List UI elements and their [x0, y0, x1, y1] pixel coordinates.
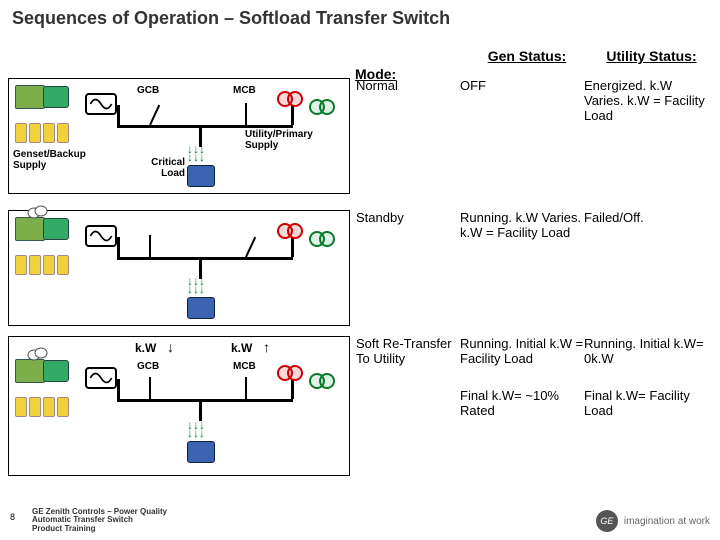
- gcb-breaker-icon: [145, 103, 155, 125]
- utility-xfmr-icon: [277, 217, 305, 245]
- load-icon: [187, 165, 215, 187]
- mcb-label: MCB: [233, 361, 256, 372]
- utility-xfmr-icon: [277, 85, 305, 113]
- kw-right-label: k.W: [231, 341, 252, 355]
- footer-line3: Product Training: [32, 525, 167, 534]
- load-icon: [187, 441, 215, 463]
- mode-standby: Standby: [356, 210, 460, 326]
- ge-monogram-icon: GE: [596, 510, 618, 532]
- mcb-breaker-icon: [241, 103, 251, 125]
- header-mode: Mode:: [355, 48, 463, 82]
- mcb-label: MCB: [233, 85, 256, 96]
- gen-source-icon: [85, 225, 117, 247]
- fuel-tanks-icon: [15, 397, 69, 417]
- mode-retransfer: Soft Re-Transfer To Utility: [356, 336, 460, 366]
- header-gen-status: Gen Status:: [463, 48, 591, 82]
- fuel-tanks-icon: [15, 123, 69, 143]
- utility-status-retransfer-1: Running. Initial k.W= 0k.W: [584, 336, 712, 366]
- kw-left-arrow-icon: ↓: [167, 339, 174, 355]
- gcb-breaker-icon: [145, 377, 155, 399]
- load-arrows-icon: ↓↓↓↓↓↓: [187, 277, 205, 293]
- row-retransfer: k.W ↓ k.W ↑ GCB MCB ↓↓↓↓↓↓ Soft Re-Trans…: [8, 336, 712, 482]
- mode-normal: Normal: [356, 78, 460, 198]
- mcb-breaker-icon: [241, 377, 251, 399]
- exhaust-cloud-icon: [27, 347, 49, 361]
- kw-right-arrow-icon: ↑: [263, 339, 270, 355]
- load-icon: [187, 297, 215, 319]
- gen-source-icon: [85, 93, 117, 115]
- row-normal: Genset/Backup Supply GCB MCB Utility/Pri…: [8, 78, 712, 198]
- gen-status-retransfer-1: Running. Initial k.W = Facility Load: [460, 336, 584, 366]
- gen-status-standby: Running. k.W Varies. k.W = Facility Load: [460, 210, 584, 326]
- diagram-normal: Genset/Backup Supply GCB MCB Utility/Pri…: [8, 78, 350, 194]
- utility-label: Utility/Primary Supply: [245, 129, 345, 151]
- utility-status-standby: Failed/Off.: [584, 210, 712, 326]
- genset-icon: [15, 217, 79, 253]
- row-standby: ↓↓↓↓↓↓ Standby Running. k.W Varies. k.W …: [8, 210, 712, 326]
- header-utility-status: Utility Status:: [591, 48, 712, 82]
- genset-label: Genset/Backup Supply: [13, 149, 79, 171]
- gen-source-icon: [85, 367, 117, 389]
- load-arrows-icon: ↓↓↓↓↓↓: [187, 145, 205, 161]
- utility-xfmr-icon: [277, 359, 305, 387]
- utility-xfmr2-icon: [309, 225, 337, 253]
- utility-status-retransfer-2: Final k.W= Facility Load: [584, 388, 712, 418]
- ge-logo: GE imagination at work: [596, 510, 710, 532]
- footer-text: GE Zenith Controls – Power Quality Autom…: [32, 508, 167, 534]
- page-title: Sequences of Operation – Softload Transf…: [12, 8, 450, 29]
- page-number: 8: [10, 512, 15, 522]
- gcb-label: GCB: [137, 361, 159, 372]
- utility-xfmr2-icon: [309, 367, 337, 395]
- mcb-breaker-icon: [241, 235, 251, 257]
- diagram-retransfer: k.W ↓ k.W ↑ GCB MCB ↓↓↓↓↓↓: [8, 336, 350, 476]
- fuel-tanks-icon: [15, 255, 69, 275]
- utility-status-normal: Energized. k.W Varies. k.W = Facility Lo…: [584, 78, 712, 198]
- load-label: Critical Load: [135, 157, 185, 179]
- genset-icon: [15, 85, 79, 121]
- gen-status-normal: OFF: [460, 78, 584, 198]
- load-arrows-icon: ↓↓↓↓↓↓: [187, 421, 205, 437]
- utility-xfmr2-icon: [309, 93, 337, 121]
- exhaust-cloud-icon: [27, 205, 49, 219]
- diagram-standby: ↓↓↓↓↓↓: [8, 210, 350, 326]
- genset-icon: [15, 359, 79, 395]
- bus-line: [117, 125, 293, 128]
- ge-tagline: imagination at work: [624, 516, 710, 527]
- kw-left-label: k.W: [135, 341, 156, 355]
- gcb-label: GCB: [137, 85, 159, 96]
- gen-status-retransfer-2: Final k.W= ~10% Rated: [460, 388, 584, 418]
- gcb-breaker-icon: [145, 235, 155, 257]
- column-headers: Mode: Gen Status: Utility Status:: [355, 48, 712, 82]
